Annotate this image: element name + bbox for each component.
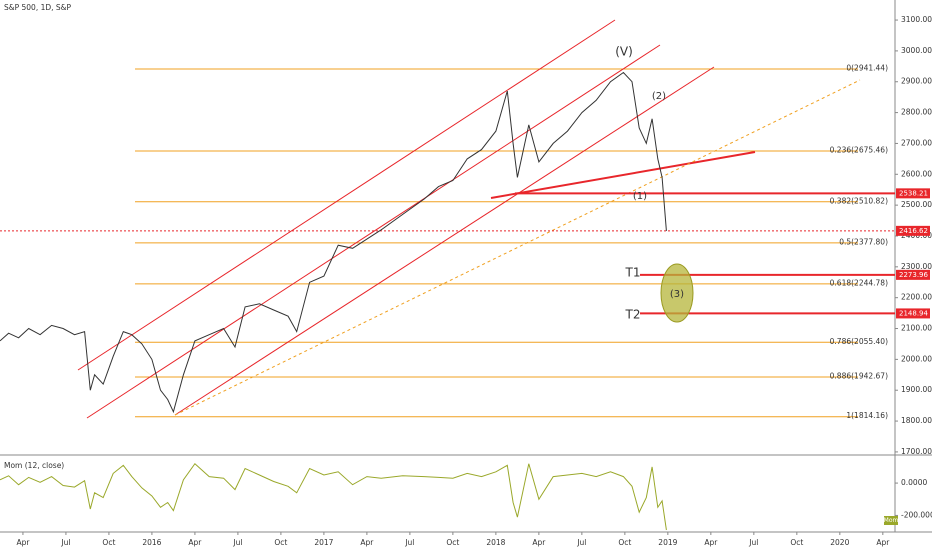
indicator-tag-label: Mom [884,517,899,524]
channel-line [77,19,616,371]
fib-label: 0.618(2244.78) [830,278,888,287]
fib-label: 0(2941.44) [846,63,888,72]
y-tick-label: 2600.00 [901,169,932,178]
price-line-series [0,71,667,414]
x-tick-label: Oct [790,538,803,547]
x-tick-label: Apr [532,538,546,547]
price-tag-label: 2148.94 [899,309,928,317]
price-tag [896,308,930,319]
x-tick-label: Jul [404,538,414,547]
annotation: (3) [670,289,684,300]
target-zone [660,263,694,323]
annotation: T1 [625,266,641,280]
annotation: (2) [652,91,666,102]
dotted-trend-line [174,79,861,416]
x-tick-label: Apr [360,538,374,547]
fib-label: 0.5(2377.80) [839,237,888,246]
x-tick-label: Apr [188,538,202,547]
price-tag [896,269,930,280]
y-tick-label: 3000.00 [901,46,932,55]
x-tick-label: 2019 [658,538,677,547]
trend-line [490,151,756,199]
x-tick-label: 2020 [830,538,849,547]
x-tick-label: Oct [102,538,115,547]
y-tick-label: 3100.00 [901,15,932,24]
x-tick-label: 2018 [486,538,505,547]
x-tick-label: Jul [576,538,586,547]
annotation: (V) [615,45,633,59]
x-tick-label: 2017 [314,538,333,547]
fib-label: 0.786(2055.40) [830,337,888,346]
price-tag-label: 2273.96 [899,271,928,279]
fib-label: 0.382(2510.82) [830,196,888,205]
indicator-tag [884,516,898,525]
x-tick-label: 2016 [142,538,161,547]
chart-title: S&P 500, 1D, S&P [4,3,72,12]
fib-label: 0.886(1942.67) [830,372,888,381]
x-tick-label: Oct [618,538,631,547]
indicator-label: Mom (12, close) [4,461,64,470]
y-tick-label: -200.0000 [901,510,932,519]
last-price-label: 2416.62 [899,227,928,235]
last-price-tag [896,225,930,236]
x-tick-label: Jul [748,538,758,547]
y-tick-label: 2300.00 [901,262,932,271]
y-tick-label: 1800.00 [901,416,932,425]
x-tick-label: Apr [16,538,30,547]
y-tick-label: 2200.00 [901,293,932,302]
fib-label: 1(1814.16) [846,411,888,420]
price-tag [896,188,930,199]
x-tick-label: Oct [274,538,287,547]
y-tick-label: 2800.00 [901,108,932,117]
y-tick-label: 2100.00 [901,324,932,333]
y-tick-label: 2900.00 [901,77,932,86]
y-tick-label: 2500.00 [901,200,932,209]
y-tick-label: 2000.00 [901,354,932,363]
y-tick-label: 1700.00 [901,447,932,456]
x-tick-label: Apr [704,538,718,547]
fib-label: 0.236(2675.46) [830,146,888,155]
y-tick-label: 1900.00 [901,385,932,394]
x-tick-label: Oct [446,538,459,547]
annotation: (1) [633,191,647,202]
y-tick-label: 2700.00 [901,138,932,147]
x-tick-label: Apr [876,538,890,547]
channel-line [174,66,715,416]
price-tag-label: 2538.21 [899,189,928,197]
x-tick-label: Jul [232,538,242,547]
price-line-series [0,462,667,531]
x-tick-label: Jul [60,538,70,547]
y-tick-label: 0.0000 [901,478,927,487]
annotation: T2 [625,308,641,322]
channel-line [86,44,661,419]
